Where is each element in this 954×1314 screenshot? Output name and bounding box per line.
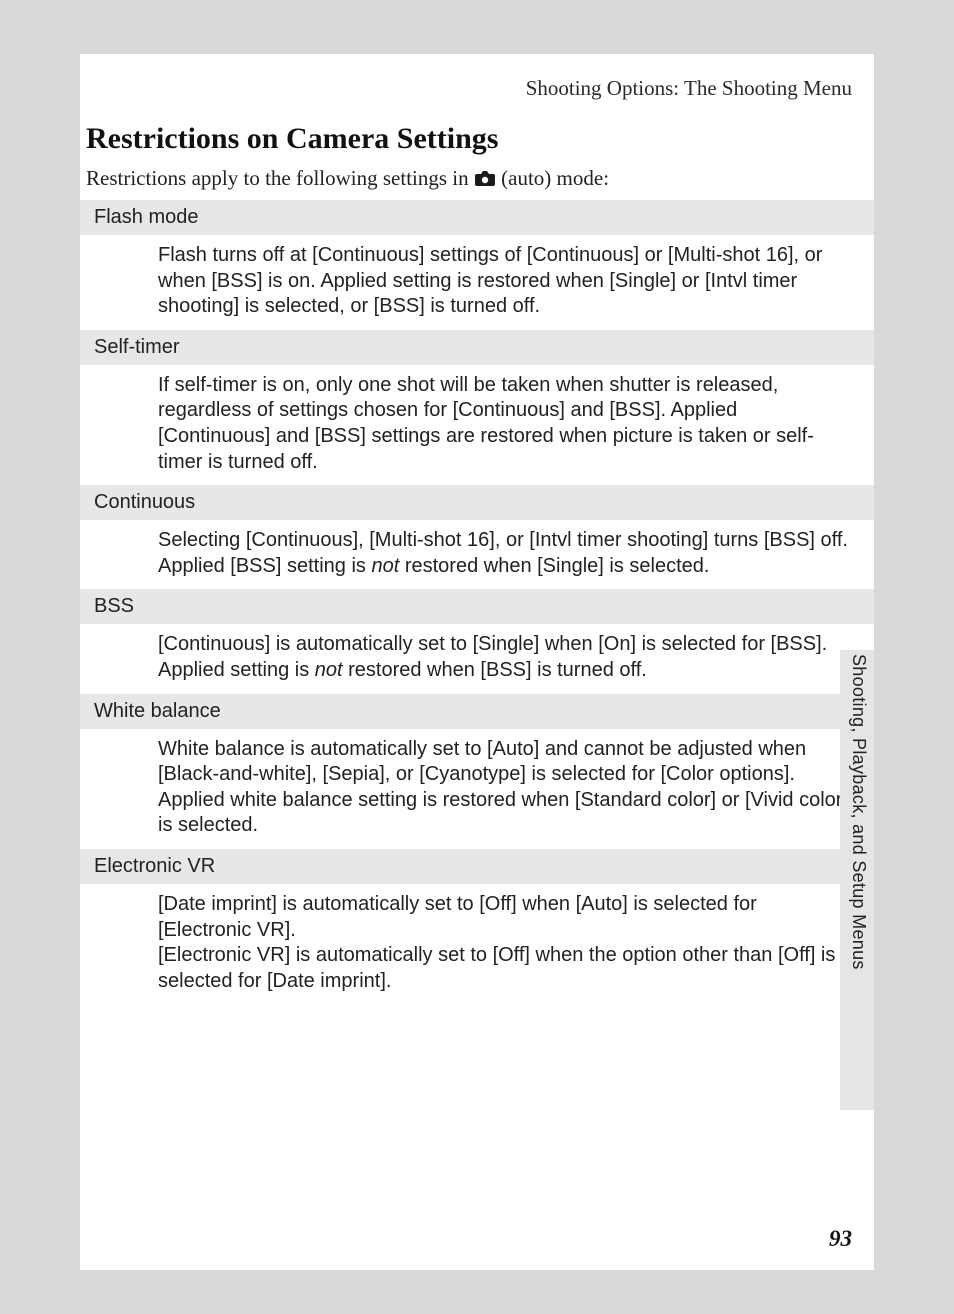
section-body: If self-timer is on, only one shot will …	[80, 365, 874, 485]
section-body: White balance is automatically set to [A…	[80, 729, 874, 849]
section-body: Flash turns off at [Continuous] settings…	[80, 235, 874, 330]
section-body: Selecting [Continuous], [Multi-shot 16],…	[80, 520, 874, 589]
intro-before: Restrictions apply to the following sett…	[86, 166, 474, 190]
intro-after: (auto) mode:	[501, 166, 609, 190]
camera-icon	[474, 168, 496, 193]
sections-container: Flash mode Flash turns off at [Continuou…	[80, 200, 874, 1004]
page-header: Shooting Options: The Shooting Menu	[526, 76, 852, 101]
page-number: 93	[829, 1226, 852, 1252]
section-header: Electronic VR	[80, 849, 874, 884]
side-section-label: Shooting, Playback, and Setup Menus	[848, 654, 869, 970]
intro-line: Restrictions apply to the following sett…	[86, 166, 609, 193]
section-header: Continuous	[80, 485, 874, 520]
page-title: Restrictions on Camera Settings	[86, 122, 498, 156]
section-header: Flash mode	[80, 200, 874, 235]
section-header: BSS	[80, 589, 874, 624]
section-header: Self-timer	[80, 330, 874, 365]
section-header: White balance	[80, 694, 874, 729]
section-body: [Date imprint] is automatically set to […	[80, 884, 874, 1004]
section-body: [Continuous] is automatically set to [Si…	[80, 624, 874, 693]
manual-page: Shooting Options: The Shooting Menu Rest…	[80, 54, 874, 1270]
